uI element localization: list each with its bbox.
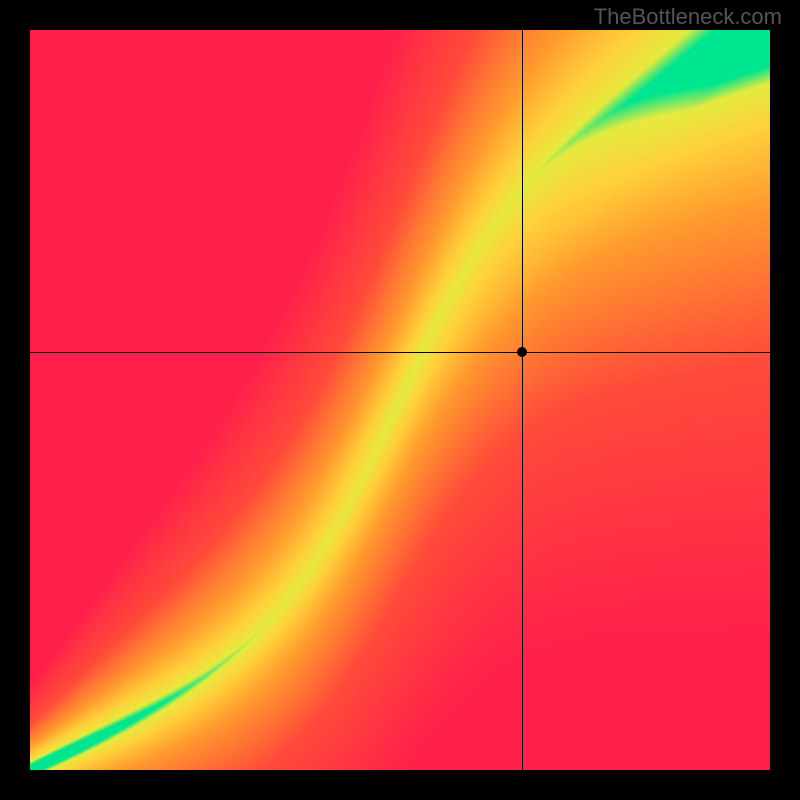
- heatmap-canvas: [30, 30, 770, 770]
- crosshair-vertical: [522, 30, 523, 770]
- crosshair-horizontal: [30, 352, 770, 353]
- chart-container: TheBottleneck.com: [0, 0, 800, 800]
- plot-area: [30, 30, 770, 770]
- watermark-text: TheBottleneck.com: [594, 4, 782, 30]
- crosshair-marker: [517, 347, 527, 357]
